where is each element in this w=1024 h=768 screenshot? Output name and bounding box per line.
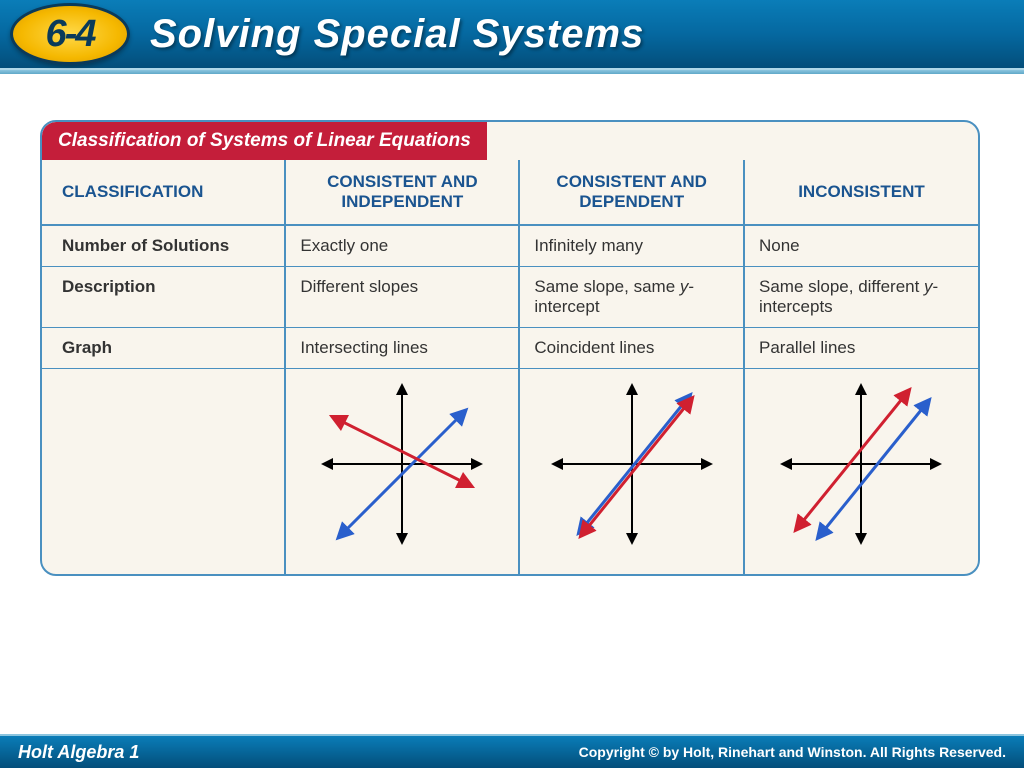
graph-empty [42, 369, 285, 575]
col-header-consistent-independent: CONSISTENT AND INDEPENDENT [285, 160, 519, 225]
graph-col3-text: Parallel lines [744, 328, 978, 369]
row-graph-label: Graph Intersecting lines Coincident line… [42, 328, 978, 369]
classification-table-container: Classification of Systems of Linear Equa… [40, 120, 980, 576]
page-footer: Holt Algebra 1 Copyright © by Holt, Rine… [0, 734, 1024, 768]
col-header-inconsistent: INCONSISTENT [744, 160, 978, 225]
col-header-consistent-dependent: CONSISTENT AND DEPENDENT [519, 160, 744, 225]
graph-parallel [744, 369, 978, 575]
page-title: Solving Special Systems [150, 12, 644, 57]
coincident-lines-icon [547, 379, 717, 549]
graph-intersecting [285, 369, 519, 575]
parallel-lines-icon [776, 379, 946, 549]
row-description: Description Different slopes Same slope,… [42, 267, 978, 328]
solutions-col2: Infinitely many [519, 225, 744, 267]
graph-col2-text: Coincident lines [519, 328, 744, 369]
graph-coincident [519, 369, 744, 575]
col-header-classification: CLASSIFICATION [42, 160, 285, 225]
solutions-col3: None [744, 225, 978, 267]
description-label: Description [42, 267, 285, 328]
classification-table: CLASSIFICATION CONSISTENT AND INDEPENDEN… [42, 160, 978, 574]
content-area: Classification of Systems of Linear Equa… [0, 70, 1024, 596]
lesson-badge: 6-4 [10, 3, 130, 65]
graph-col1-text: Intersecting lines [285, 328, 519, 369]
description-col2: Same slope, same y-intercept [519, 267, 744, 328]
page-header: 6-4 Solving Special Systems [0, 0, 1024, 70]
table-title: Classification of Systems of Linear Equa… [42, 122, 487, 160]
graph-label: Graph [42, 328, 285, 369]
description-col3: Same slope, different y-intercepts [744, 267, 978, 328]
solutions-col1: Exactly one [285, 225, 519, 267]
solutions-label: Number of Solutions [42, 225, 285, 267]
table-header-row: CLASSIFICATION CONSISTENT AND INDEPENDEN… [42, 160, 978, 225]
row-solutions: Number of Solutions Exactly one Infinite… [42, 225, 978, 267]
description-col1: Different slopes [285, 267, 519, 328]
row-graphs [42, 369, 978, 575]
footer-book-title: Holt Algebra 1 [18, 742, 139, 763]
intersecting-lines-icon [317, 379, 487, 549]
header-underline [0, 70, 1024, 74]
footer-copyright: Copyright © by Holt, Rinehart and Winsto… [579, 744, 1006, 760]
lesson-number: 6-4 [46, 13, 95, 56]
